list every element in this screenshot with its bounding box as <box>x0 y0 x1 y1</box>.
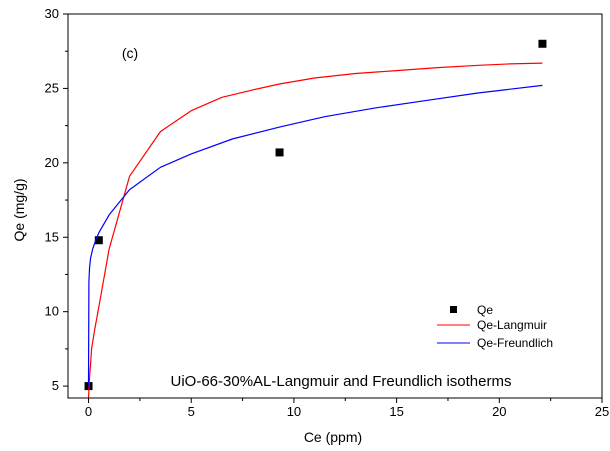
panel-label: (c) <box>122 45 138 61</box>
legend-label-freundlich: Qe-Freundlich <box>477 336 553 350</box>
x-tick-label: 20 <box>492 404 506 419</box>
y-tick-label: 30 <box>45 6 59 21</box>
x-tick-label: 5 <box>188 404 195 419</box>
y-tick-label: 10 <box>45 304 59 319</box>
plot-frame <box>67 13 603 399</box>
series-line-qe-freundlich <box>87 84 543 387</box>
data-point-qe <box>275 148 284 157</box>
legend-label-langmuir: Qe-Langmuir <box>477 318 547 332</box>
plot-area-border <box>67 13 603 399</box>
isotherm-annotation: UiO-66-30%AL-Langmuir and Freundlich iso… <box>171 373 512 390</box>
legend-marker-qe <box>450 306 457 313</box>
data-point-qe <box>94 236 103 245</box>
legend: Qe Qe-Langmuir Qe-Freundlich <box>437 303 553 350</box>
axis-ticks: 0 5 10 15 20 25 5 10 15 20 25 30 <box>45 6 610 419</box>
y-tick-label: 25 <box>45 80 59 95</box>
legend-label-qe: Qe <box>477 303 493 317</box>
x-tick-label: 25 <box>595 404 609 419</box>
series-line-qe-langmuir <box>87 62 543 399</box>
y-axis-title: Qe (mg/g) <box>11 178 27 241</box>
data-point-qe <box>538 39 547 48</box>
plot-layer <box>84 39 547 399</box>
x-tick-label: 15 <box>389 404 403 419</box>
y-tick-label: 20 <box>45 155 59 170</box>
x-tick-label: 10 <box>287 404 301 419</box>
x-tick-label: 0 <box>85 404 92 419</box>
x-axis-title: Ce (ppm) <box>304 429 362 445</box>
y-tick-label: 5 <box>52 378 59 393</box>
y-tick-label: 15 <box>45 229 59 244</box>
